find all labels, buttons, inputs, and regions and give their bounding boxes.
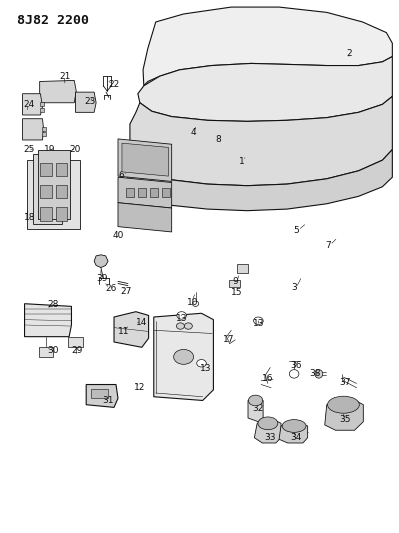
Polygon shape [27,160,80,229]
Polygon shape [279,423,308,443]
Text: 38: 38 [309,369,320,378]
Text: 5: 5 [293,226,299,235]
Text: 10: 10 [187,298,198,307]
Text: 39: 39 [96,273,108,282]
Bar [39,348,53,357]
Polygon shape [118,177,172,208]
Text: 16: 16 [262,374,274,383]
Text: 19: 19 [44,145,56,154]
Text: 33: 33 [264,433,276,442]
Ellipse shape [177,312,186,319]
Polygon shape [23,94,42,115]
Polygon shape [143,7,392,86]
Text: 20: 20 [69,145,81,154]
Text: 28: 28 [47,300,59,309]
Ellipse shape [192,301,199,306]
Text: 29: 29 [71,346,83,355]
Text: 37: 37 [340,378,351,387]
Bar [40,185,52,198]
Text: 14: 14 [136,318,147,327]
Text: 32: 32 [252,404,263,413]
Text: 13: 13 [200,364,211,373]
Text: 3: 3 [291,283,297,292]
Ellipse shape [282,419,306,432]
Text: 8: 8 [215,135,221,144]
Bar [55,207,67,221]
Polygon shape [325,400,363,430]
Polygon shape [122,143,168,176]
Text: 31: 31 [102,396,114,405]
Text: 35: 35 [340,415,351,424]
Ellipse shape [258,417,278,430]
Text: 13: 13 [176,313,187,322]
Text: 40: 40 [113,231,124,240]
Ellipse shape [254,317,263,325]
Text: 6: 6 [118,171,124,180]
Ellipse shape [328,396,359,413]
Text: 34: 34 [290,433,302,442]
Bar [126,188,134,197]
Bar [42,132,46,136]
Text: 24: 24 [24,100,35,109]
Text: 27: 27 [120,287,131,296]
Bar [150,188,158,197]
Polygon shape [32,154,62,224]
Text: 18: 18 [24,213,35,222]
Text: 26: 26 [105,284,116,293]
Polygon shape [40,80,76,103]
Polygon shape [255,421,281,443]
Text: 13: 13 [253,319,265,328]
Polygon shape [118,203,172,232]
Text: 15: 15 [231,287,242,296]
Bar [55,163,67,176]
Bar [55,185,67,198]
Bar [40,163,52,176]
Text: 7: 7 [325,241,330,250]
Bar [42,127,46,131]
Bar [237,264,248,273]
Bar [91,389,108,398]
Polygon shape [130,96,392,185]
Text: 11: 11 [118,327,130,336]
Text: 17: 17 [223,335,235,344]
Ellipse shape [289,369,299,378]
Ellipse shape [249,395,263,406]
Polygon shape [154,313,213,400]
Polygon shape [248,398,263,422]
Polygon shape [86,384,118,407]
Text: 1: 1 [239,157,245,166]
Bar [40,108,44,112]
Text: 4: 4 [191,127,196,136]
Polygon shape [114,312,148,348]
Polygon shape [127,150,392,211]
Text: 8J82 2200: 8J82 2200 [17,14,89,27]
Ellipse shape [174,350,194,365]
Bar [138,188,146,197]
Bar [229,280,240,287]
Ellipse shape [315,369,323,378]
Text: 9: 9 [232,277,238,286]
Bar [40,207,52,221]
Ellipse shape [197,360,206,367]
Polygon shape [75,92,96,112]
Bar [40,102,44,106]
Ellipse shape [184,323,192,329]
Text: 25: 25 [24,145,35,154]
Text: 30: 30 [47,346,59,355]
Polygon shape [138,56,392,122]
Bar [68,337,83,348]
Text: 36: 36 [290,361,302,370]
Text: 12: 12 [134,383,145,392]
Text: 23: 23 [84,97,96,106]
Polygon shape [94,255,108,268]
Polygon shape [23,119,43,140]
Text: 22: 22 [108,79,119,88]
Ellipse shape [176,323,184,329]
Text: 2: 2 [347,50,352,58]
Polygon shape [118,139,172,181]
Polygon shape [38,150,70,219]
Text: 21: 21 [59,71,71,80]
Polygon shape [25,304,71,337]
Bar [162,188,170,197]
